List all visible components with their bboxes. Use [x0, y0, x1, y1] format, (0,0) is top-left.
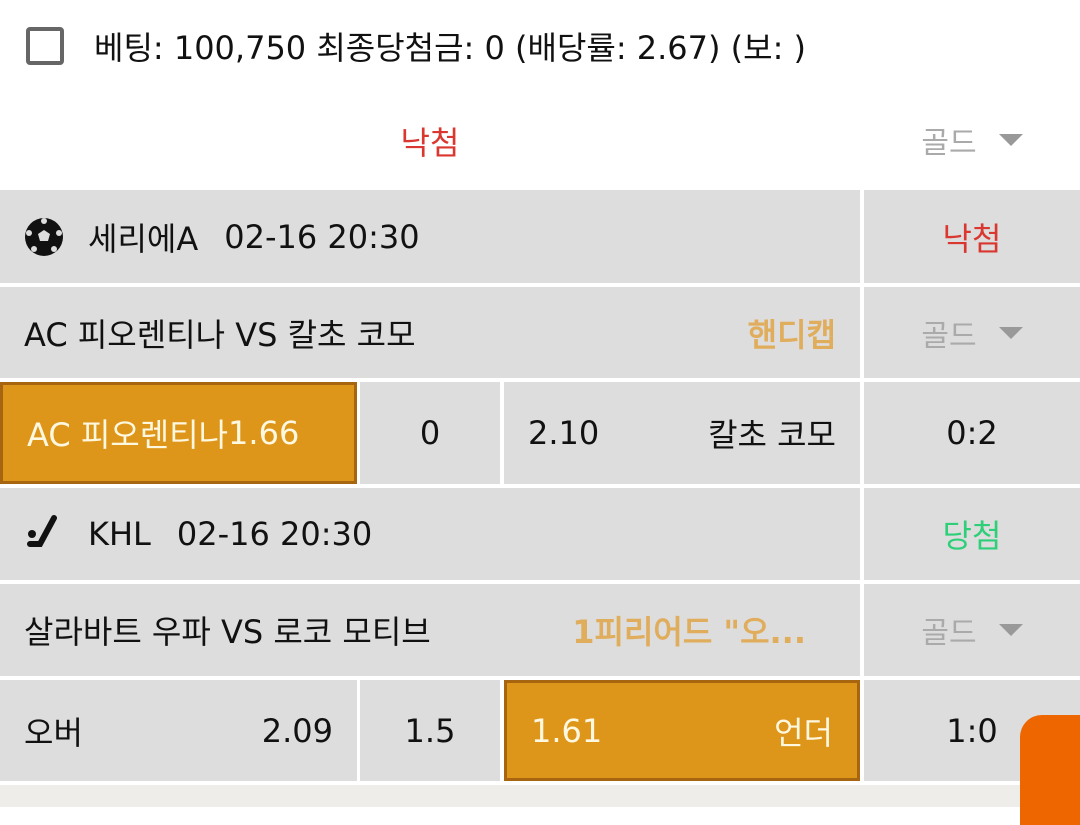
under-label: 언더	[774, 713, 833, 752]
market-name: 핸디캡	[747, 315, 836, 354]
dropdown-label: 골드	[921, 616, 977, 651]
over-label: 오버	[24, 713, 83, 752]
chevron-down-icon	[998, 134, 1023, 146]
floating-action-button[interactable]	[1020, 715, 1080, 825]
match-row: 살라바트 우파 VS 로코 모티브 1피리어드 "오...	[0, 584, 860, 676]
dropdown-label: 골드	[921, 318, 977, 354]
hockey-stick-icon	[27, 515, 57, 547]
overall-status: 낙첨	[400, 124, 460, 162]
home-label: AC 피오렌티나	[27, 416, 229, 454]
soccer-ball-icon	[25, 217, 63, 256]
over-odds: 2.09	[261, 711, 333, 750]
total-line: 1.5	[360, 680, 500, 781]
under-odds: 1.61	[531, 711, 603, 750]
league-name: 세리에A	[88, 219, 199, 258]
over-odds-button[interactable]: 오버 2.09	[0, 680, 357, 781]
away-odds: 2.10	[528, 414, 600, 452]
dropdown-label: 골드	[921, 126, 977, 161]
match-name: 살라바트 우파 VS 로코 모티브	[24, 613, 431, 651]
match-row: AC 피오렌티나 VS 칼초 코모 핸디캡	[0, 287, 860, 378]
home-odds-button[interactable]: AC 피오렌티나 1.66	[0, 382, 357, 484]
chevron-down-icon	[998, 326, 1023, 339]
league-row: 세리에A 02-16 20:30	[0, 190, 860, 283]
bet-status: 당첨	[864, 488, 1080, 580]
bet-status: 낙첨	[864, 190, 1080, 283]
grade-dropdown[interactable]: 골드	[864, 287, 1080, 378]
under-odds-button[interactable]: 1.61 언더	[504, 680, 860, 781]
home-odds: 1.66	[228, 414, 300, 452]
chevron-down-icon	[998, 624, 1023, 636]
match-time: 02-16 20:30	[176, 515, 373, 553]
overall-dropdown[interactable]: 골드	[864, 118, 1080, 162]
match-time: 02-16 20:30	[224, 217, 420, 256]
bottom-strip	[0, 785, 1080, 807]
grade-dropdown[interactable]: 골드	[864, 584, 1080, 676]
away-label: 칼초 코모	[708, 416, 836, 454]
league-row: KHL 02-16 20:30	[0, 488, 860, 580]
league-name: KHL	[88, 515, 151, 553]
score: 0:2	[864, 382, 1080, 484]
bet-summary: 베팅: 100,750 최종당첨금: 0 (배당률: 2.67) (보: )	[94, 29, 807, 67]
summary-row: 베팅: 100,750 최종당첨금: 0 (배당률: 2.67) (보: )	[26, 22, 806, 70]
market-name: 1피리어드 "오...	[572, 613, 806, 651]
handicap-line: 0	[360, 382, 500, 484]
away-odds-button[interactable]: 2.10 칼초 코모	[504, 382, 860, 484]
select-checkbox[interactable]	[26, 27, 64, 65]
match-name: AC 피오렌티나 VS 칼초 코모	[24, 315, 416, 354]
